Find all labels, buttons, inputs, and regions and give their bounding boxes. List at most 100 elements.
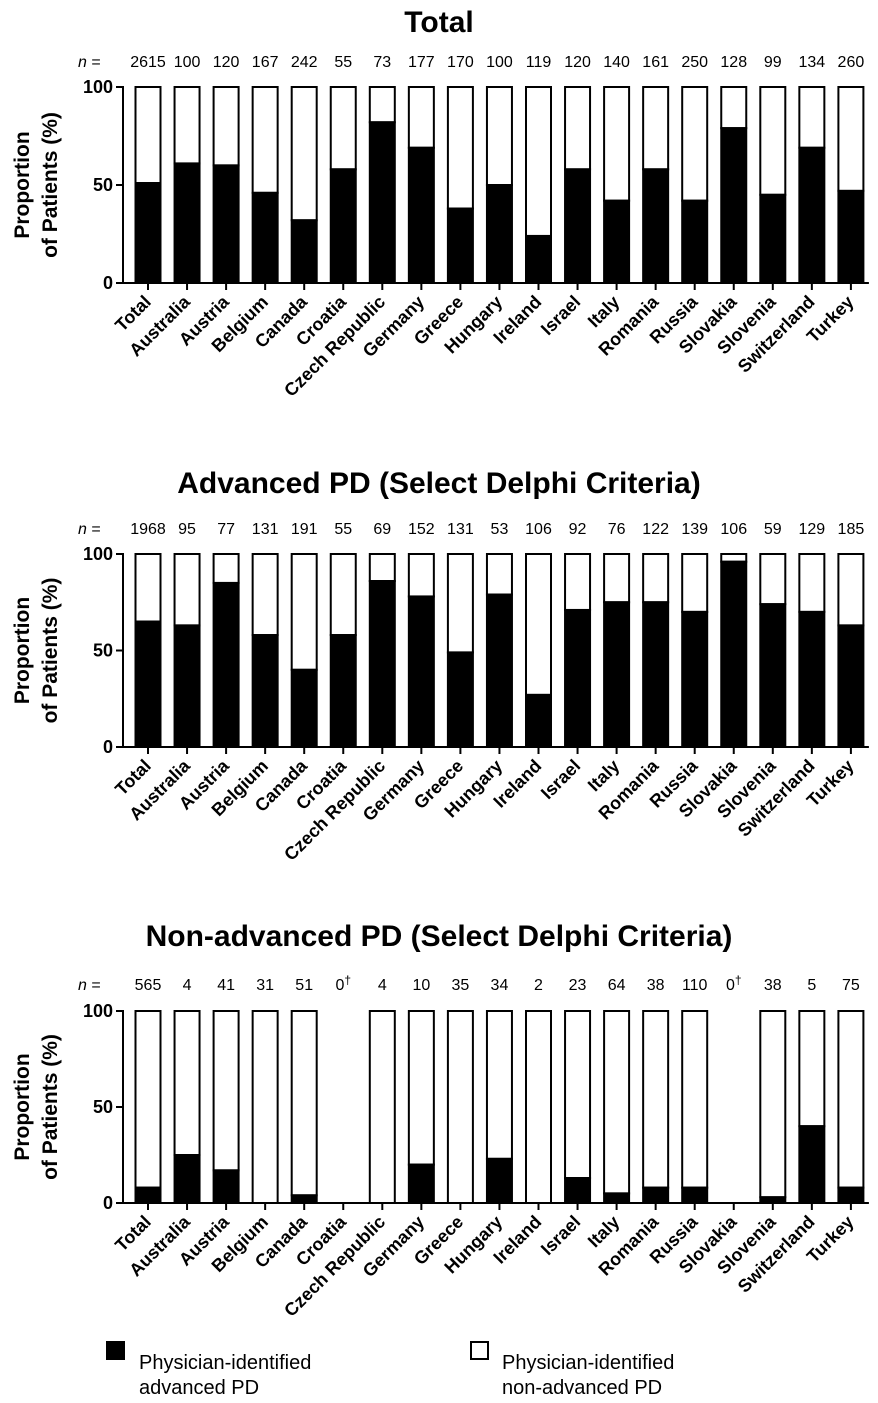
y-axis-label-line2: of Patients (%) — [39, 578, 62, 724]
n-value: 41 — [217, 977, 235, 994]
bar-advanced — [681, 610, 709, 749]
bar-advanced — [759, 603, 787, 748]
bar-non-advanced — [603, 553, 631, 604]
n-value: 69 — [373, 521, 391, 538]
bar-advanced — [837, 189, 865, 285]
n-value-number: 167 — [252, 54, 279, 71]
bar-non-advanced — [212, 86, 240, 167]
n-value: 53 — [491, 521, 509, 538]
bar-advanced — [329, 634, 357, 748]
bar-advanced — [720, 127, 748, 284]
dagger-mark: † — [344, 973, 351, 987]
bar-non-advanced — [642, 1010, 670, 1189]
n-value: 106 — [720, 521, 747, 538]
bar-advanced — [564, 1177, 592, 1205]
n-value-number: 110 — [682, 977, 708, 994]
n-value: 565 — [135, 977, 162, 994]
n-value-number: 92 — [569, 521, 587, 538]
n-value: 250 — [681, 54, 708, 71]
bar-non-advanced — [720, 553, 748, 563]
n-value: 73 — [373, 54, 391, 71]
bar-non-advanced — [485, 86, 513, 186]
bar-non-advanced — [407, 1010, 435, 1166]
bar-non-advanced — [798, 553, 826, 613]
n-value: 139 — [681, 521, 708, 538]
bar-non-advanced — [759, 86, 787, 196]
n-value: 260 — [838, 54, 865, 71]
bar-advanced — [290, 1194, 318, 1204]
n-value: 55 — [334, 521, 352, 538]
y-tick-label: 100 — [83, 1001, 113, 1021]
bar-advanced — [212, 1169, 240, 1204]
bar-non-advanced — [564, 553, 592, 611]
dagger-mark: † — [735, 973, 742, 987]
bar-non-advanced — [446, 86, 474, 210]
n-value: 2615 — [130, 54, 166, 71]
bar-non-advanced — [368, 553, 396, 583]
bar-advanced — [407, 595, 435, 749]
bar-advanced — [290, 219, 318, 284]
bar-non-advanced — [603, 86, 631, 202]
bar-non-advanced — [134, 553, 162, 623]
n-value-number: 0 — [335, 977, 344, 994]
bar-non-advanced — [251, 1010, 279, 1204]
n-value-number: 242 — [291, 54, 318, 71]
bar-advanced — [681, 199, 709, 284]
x-tick-label: Israel — [537, 292, 584, 339]
n-value-number: 41 — [217, 977, 235, 994]
n-value: 128 — [720, 54, 747, 71]
bar-advanced — [798, 146, 826, 284]
bar-non-advanced — [681, 553, 709, 613]
n-value-number: 2615 — [130, 54, 166, 71]
bar-non-advanced — [329, 86, 357, 171]
bar-non-advanced — [329, 553, 357, 637]
n-value: 75 — [842, 977, 860, 994]
y-axis-label-line2: of Patients (%) — [39, 112, 62, 258]
y-tick-label: 50 — [93, 641, 113, 661]
n-value: 129 — [798, 521, 825, 538]
y-axis-label: Proportion of Patients (%) — [11, 578, 62, 724]
bar-advanced — [564, 168, 592, 285]
y-axis-label: Proportion of Patients (%) — [11, 1034, 62, 1180]
n-value-number: 77 — [217, 521, 235, 538]
n-value-number: 177 — [408, 54, 435, 71]
bar-non-advanced — [837, 1010, 865, 1189]
n-value: 4 — [378, 977, 387, 994]
n-value: 177 — [408, 54, 435, 71]
bar-non-advanced — [642, 86, 670, 171]
bar-advanced — [368, 580, 396, 749]
n-value: 64 — [608, 977, 626, 994]
y-tick-label: 50 — [93, 1097, 113, 1117]
y-tick-label: 0 — [103, 1193, 113, 1213]
legend-label-non-advanced-line1: Physician-identified — [502, 1352, 674, 1374]
n-value-number: 119 — [526, 54, 552, 71]
bar-non-advanced — [837, 553, 865, 627]
bar-advanced — [251, 634, 279, 748]
n-value: 5 — [807, 977, 816, 994]
legend: Physician-identified advanced PD Physician… — [106, 1341, 674, 1399]
n-value-number: 122 — [642, 521, 669, 538]
n-value-number: 2 — [534, 977, 543, 994]
bar-advanced — [173, 624, 201, 748]
bar-advanced — [603, 199, 631, 284]
n-value-number: 10 — [412, 977, 430, 994]
bar-non-advanced — [642, 553, 670, 604]
bar-advanced — [642, 168, 670, 285]
n-value-number: 1968 — [130, 521, 166, 538]
bar-non-advanced — [525, 553, 552, 696]
bar-advanced — [642, 601, 670, 748]
bar-advanced — [837, 624, 865, 748]
bar-non-advanced — [173, 1010, 201, 1156]
bar-advanced — [603, 601, 631, 748]
n-value-number: 0 — [726, 977, 735, 994]
bar-non-advanced — [173, 86, 201, 165]
n-value-number: 38 — [647, 977, 665, 994]
bar-non-advanced — [759, 1010, 787, 1199]
bar-advanced — [134, 182, 162, 284]
n-value-number: 4 — [183, 977, 192, 994]
y-tick-label: 100 — [83, 77, 113, 97]
y-tick-label: 100 — [83, 544, 113, 564]
bar-non-advanced — [837, 86, 865, 192]
bar-non-advanced — [368, 1010, 396, 1204]
n-value: 34 — [491, 977, 509, 994]
